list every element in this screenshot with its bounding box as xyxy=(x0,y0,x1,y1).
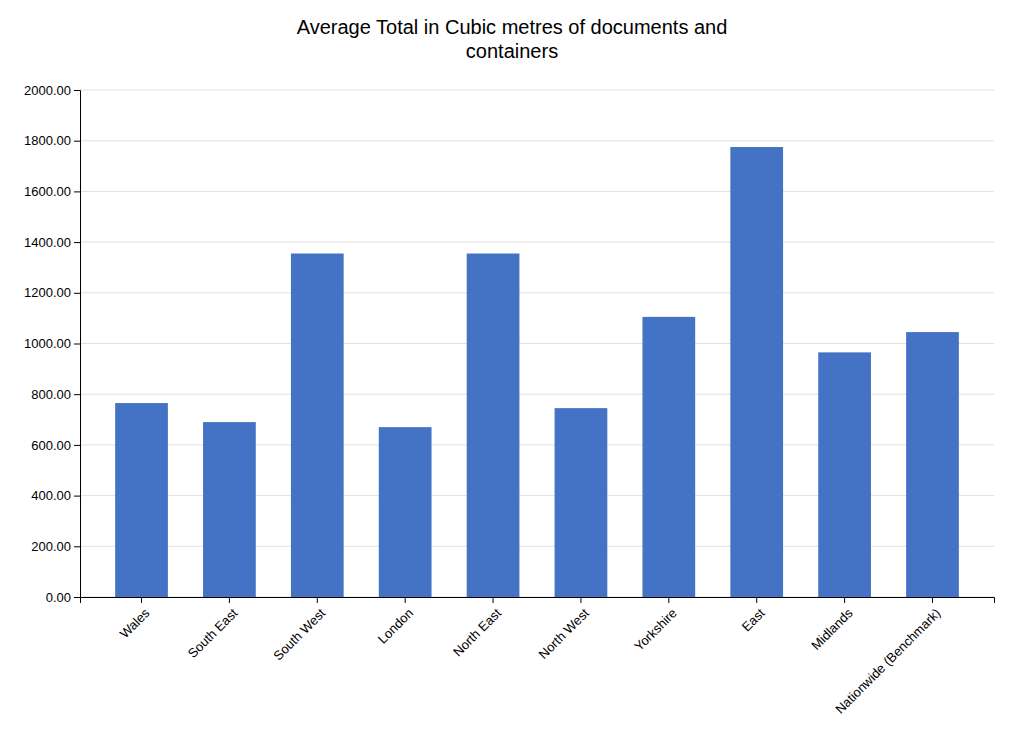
title-line: Average Total in Cubic metres of documen… xyxy=(297,16,728,38)
y-tick: 0.00 xyxy=(46,590,80,605)
y-tick-mark xyxy=(74,293,80,294)
y-axis: 0.00 200.00 400.00 600.00 800.00 1000.00 1200.… xyxy=(24,83,81,605)
x-tick-mark xyxy=(405,597,406,603)
x-tick: North East xyxy=(450,597,504,659)
y-tick-mark xyxy=(74,597,80,598)
y-tick-mark xyxy=(74,546,80,547)
x-tick: East xyxy=(739,597,768,634)
x-tick-mark xyxy=(756,597,757,603)
x-tick: London xyxy=(375,597,416,647)
bar xyxy=(115,403,168,597)
x-tick: Midlands xyxy=(808,597,856,653)
x-tick-label: North West xyxy=(536,605,593,662)
y-tick-label: 400.00 xyxy=(31,488,71,503)
x-tick-label: London xyxy=(375,605,416,646)
bar xyxy=(818,352,871,597)
bar xyxy=(203,422,256,597)
y-tick: 1600.00 xyxy=(24,184,80,199)
grid-line xyxy=(80,90,994,91)
y-tick-mark xyxy=(74,496,80,497)
x-tick-label: South East xyxy=(185,605,241,661)
x-tick: Yorkshire xyxy=(631,597,680,654)
y-tick: 200.00 xyxy=(31,539,80,554)
x-tick-mark xyxy=(844,597,845,603)
bar xyxy=(906,332,959,597)
grid-line xyxy=(80,343,994,344)
grid-line xyxy=(80,140,994,141)
y-tick: 1400.00 xyxy=(24,235,80,250)
x-tick-mark xyxy=(141,597,142,603)
bars xyxy=(115,147,959,597)
x-tick: Nationwide (Benchmark) xyxy=(832,597,943,717)
x-tick: South West xyxy=(270,597,328,663)
y-tick-mark xyxy=(74,141,80,142)
y-tick: 800.00 xyxy=(31,387,80,402)
title: Average Total in Cubic metres of documen… xyxy=(297,16,728,62)
y-tick-label: 1200.00 xyxy=(24,285,71,300)
y-tick-mark xyxy=(74,344,80,345)
y-tick-label: 1000.00 xyxy=(24,336,71,351)
bar xyxy=(379,427,432,597)
bar xyxy=(730,147,783,597)
bar xyxy=(642,317,695,597)
x-tick: North West xyxy=(536,597,593,662)
y-tick-mark xyxy=(74,90,80,91)
x-tick-label: South West xyxy=(270,605,328,663)
y-tick-label: 800.00 xyxy=(31,387,71,402)
x-axis: Wales South East South West London North Eas… xyxy=(81,597,995,717)
y-tick: 1200.00 xyxy=(24,285,80,300)
x-tick-mark xyxy=(932,597,933,603)
x-tick-label: East xyxy=(739,605,768,634)
y-tick-label: 1600.00 xyxy=(24,184,71,199)
y-axis-line xyxy=(74,91,81,598)
x-tick: South East xyxy=(185,597,241,661)
x-tick-label: North East xyxy=(450,605,504,659)
y-tick-mark xyxy=(74,242,80,243)
y-tick-label: 600.00 xyxy=(31,438,71,453)
x-tick-label: Yorkshire xyxy=(631,605,680,654)
x-tick-mark xyxy=(580,597,581,603)
x-tick-mark xyxy=(317,597,318,603)
y-tick-mark xyxy=(74,445,80,446)
title-line: containers xyxy=(466,40,558,62)
grid-line xyxy=(80,292,994,293)
plot: 0.00 200.00 400.00 600.00 800.00 1000.00 1200.… xyxy=(24,83,995,717)
x-tick-label: Wales xyxy=(117,605,153,641)
x-tick: Wales xyxy=(117,597,153,641)
grid-line xyxy=(80,191,994,192)
y-tick-label: 0.00 xyxy=(46,590,71,605)
y-tick: 2000.00 xyxy=(24,83,80,98)
bar xyxy=(467,254,520,597)
grid-line xyxy=(80,242,994,243)
x-tick-mark xyxy=(229,597,230,603)
y-tick: 400.00 xyxy=(31,488,80,503)
x-tick-label: Nationwide (Benchmark) xyxy=(832,605,943,716)
y-tick-label: 2000.00 xyxy=(24,83,71,98)
bar xyxy=(291,254,344,597)
y-tick-mark xyxy=(74,394,80,395)
y-tick: 1000.00 xyxy=(24,336,80,351)
y-tick: 600.00 xyxy=(31,438,80,453)
x-tick-mark xyxy=(668,597,669,603)
y-tick-label: 1400.00 xyxy=(24,235,71,250)
x-axis-line xyxy=(81,598,995,604)
grid xyxy=(80,90,994,597)
x-tick-label: Midlands xyxy=(808,605,856,653)
chart: Average Total in Cubic metres of documen… xyxy=(0,0,1024,747)
x-tick-mark xyxy=(493,597,494,603)
y-tick-mark xyxy=(74,191,80,192)
y-tick-label: 1800.00 xyxy=(24,133,71,148)
bar xyxy=(555,408,608,597)
y-tick-label: 200.00 xyxy=(31,539,71,554)
y-tick: 1800.00 xyxy=(24,133,80,148)
